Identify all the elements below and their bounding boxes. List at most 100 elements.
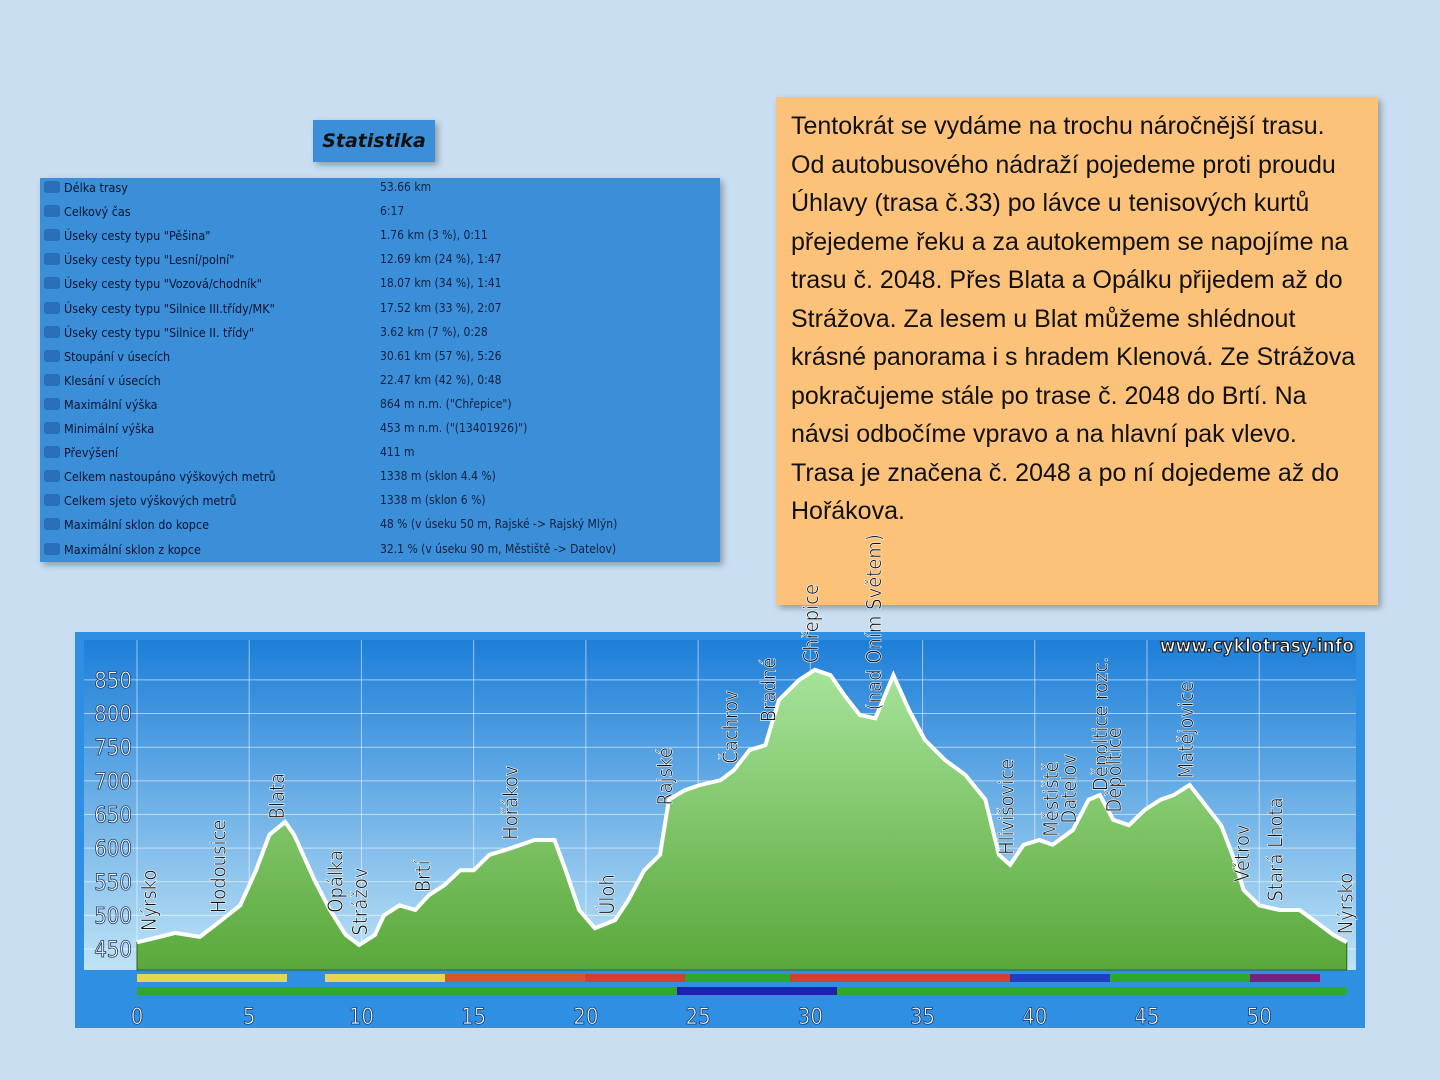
x-tick-label: 50	[1247, 1005, 1272, 1030]
place-label: Větrov	[1230, 824, 1254, 882]
place-label: Nýrsko	[137, 869, 161, 931]
y-tick-label: 850	[94, 669, 132, 694]
place-label: Opálka	[323, 850, 347, 913]
stats-value: 1338 m (sklon 6 %)	[380, 493, 486, 508]
stats-label: Úseky cesty typu "Silnice III.třídy/MK"	[64, 300, 275, 316]
stats-icon	[44, 253, 60, 266]
stats-icon	[44, 301, 60, 314]
stats-label: Maximální výška	[64, 396, 158, 412]
y-tick-label: 600	[94, 837, 132, 862]
stats-row: Maximální výška 864 m n.m. ("Chřepice")	[40, 395, 720, 419]
place-label: (nad Oním Světem)	[862, 534, 886, 710]
x-tick-label: 35	[910, 1005, 935, 1030]
stats-value: 1338 m (sklon 4.4 %)	[380, 469, 496, 484]
place-label: Čachrov	[718, 690, 742, 764]
surface-bands	[137, 974, 1347, 995]
stats-table: Délka trasy 53.66 km Celkový čas 6:17 Úseky …	[40, 178, 720, 562]
x-tick-label: 20	[573, 1005, 598, 1030]
watermark: www.cyklotrasy.info	[1160, 635, 1355, 657]
x-tick-label: 40	[1022, 1005, 1047, 1030]
stats-row: Minimální výška 453 m n.m. ("(13401926)")	[40, 419, 720, 443]
stats-icon	[44, 470, 60, 483]
place-label: Děpoltice	[1102, 727, 1126, 812]
stats-icon	[44, 494, 60, 507]
stats-label: Minimální výška	[64, 421, 155, 436]
stats-label: Úseky cesty typu "Vozová/chodník"	[64, 276, 262, 292]
stats-value: 18.07 km (34 %), 1:41	[380, 276, 502, 291]
stats-icon	[44, 542, 60, 555]
y-tick-label: 800	[94, 703, 132, 728]
place-label: Děpoltice rozc.	[1089, 657, 1113, 791]
band	[1110, 974, 1250, 982]
stats-label: Maximální sklon do kopce	[64, 517, 210, 533]
band	[1010, 974, 1110, 982]
y-tick-label: 550	[94, 871, 132, 896]
place-label: Matějovice	[1174, 681, 1198, 778]
stats-row: Úseky cesty typu "Pěšina" 1.76 km (3 %), …	[40, 226, 720, 250]
band	[790, 974, 1010, 982]
stats-row: Převýšení 411 m	[40, 443, 720, 467]
stats-row: Úseky cesty typu "Vozová/chodník" 18.07 k…	[40, 274, 720, 298]
stats-label: Stoupání v úsecích	[64, 348, 171, 364]
band	[585, 974, 685, 982]
stats-icon	[44, 422, 60, 434]
y-tick-label: 750	[94, 736, 132, 761]
stats-icon	[44, 229, 60, 242]
place-label: Nýrsko	[1333, 873, 1357, 935]
stats-icon	[44, 205, 60, 218]
stats-label: Úseky cesty typu "Pěšina"	[64, 228, 211, 244]
place-label: Rajské	[653, 747, 677, 805]
stats-value: 48 % (v úseku 50 m, Rajské -> Rajský Mlý…	[380, 517, 618, 532]
stats-value: 53.66 km	[380, 180, 432, 194]
band	[445, 974, 585, 982]
band	[137, 974, 287, 982]
stats-label: Maximální sklon z kopce	[64, 541, 201, 557]
stats-label: Celkem nastoupáno výškových metrů	[64, 469, 276, 485]
x-tick-label: 5	[243, 1005, 256, 1030]
stats-title: Statistika	[313, 120, 435, 162]
stats-label: Úseky cesty typu "Lesní/polní"	[64, 252, 235, 268]
x-tick-label: 30	[798, 1005, 823, 1030]
stats-icon	[44, 446, 60, 459]
band	[325, 974, 445, 982]
place-label: Městiště	[1039, 761, 1063, 837]
y-tick-label: 650	[94, 803, 132, 828]
stats-row: Délka trasy 53.66 km	[40, 178, 720, 202]
stats-icon	[44, 325, 60, 338]
place-label: Stará Lhota	[1264, 797, 1288, 901]
y-tick-label: 700	[94, 770, 132, 795]
x-tick-label: 25	[686, 1005, 711, 1030]
description: Tentokrát se vydáme na trochu náročnější…	[776, 97, 1378, 605]
stats-row: Celkem sjeto výškových metrů 1338 m (sklo…	[40, 491, 720, 515]
stats-row: Maximální sklon z kopce 32.1 % (v úseku 9…	[40, 540, 720, 564]
place-label: Hořákov	[498, 765, 522, 840]
stats-icon	[44, 397, 60, 410]
stats-label: Celkem sjeto výškových metrů	[64, 493, 237, 509]
stats-row: Úseky cesty typu "Silnice III.třídy/MK" 1…	[40, 299, 720, 323]
y-tick-label: 500	[94, 904, 132, 929]
stats-value: 864 m n.m. ("Chřepice")	[380, 396, 512, 411]
stats-value: 22.47 km (42 %), 0:48	[380, 372, 502, 387]
band	[685, 974, 790, 982]
place-label: Hodousice	[207, 820, 231, 914]
y-tick-label: 450	[94, 938, 132, 963]
stats-icon	[44, 373, 60, 386]
stats-row: Celkem nastoupáno výškových metrů 1338 m …	[40, 467, 720, 491]
stats-row: Maximální sklon do kopce 48 % (v úseku 50…	[40, 515, 720, 539]
stats-value: 453 m n.m. ("(13401926)")	[380, 421, 528, 435]
stats-value: 1.76 km (3 %), 0:11	[380, 228, 488, 243]
stats-value: 411 m	[380, 445, 415, 460]
place-label: Datelov	[1057, 754, 1081, 824]
place-label: Blata	[265, 773, 289, 819]
stats-icon	[44, 349, 60, 362]
stats-value: 32.1 % (v úseku 90 m, Městiště -> Datelo…	[380, 541, 617, 556]
x-tick-label: 0	[131, 1005, 144, 1030]
stats-row: Úseky cesty typu "Silnice II. třídy" 3.62…	[40, 323, 720, 347]
elevation-line	[136, 667, 1348, 948]
place-label: Úloh	[595, 874, 619, 915]
x-tick-label: 10	[349, 1005, 374, 1030]
stats-value: 12.69 km (24 %), 1:47	[380, 252, 502, 267]
band	[1250, 974, 1320, 982]
